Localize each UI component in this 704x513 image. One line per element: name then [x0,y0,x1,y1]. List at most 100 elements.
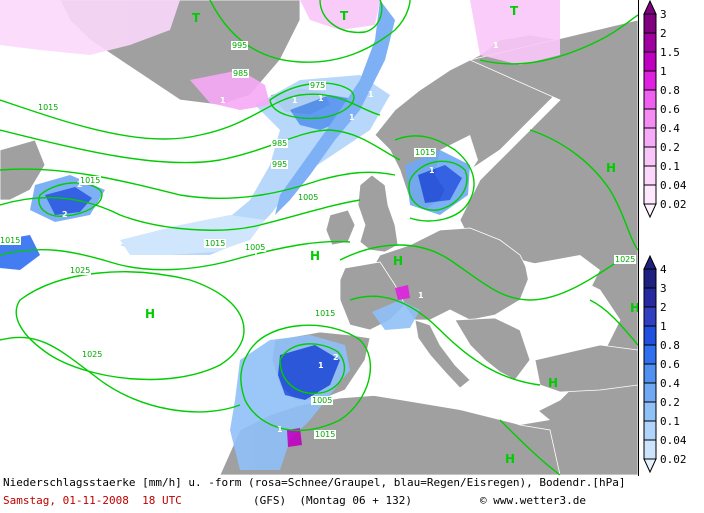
precip-mark: 1 [253,250,259,259]
land-turkey [534,344,638,393]
legend-rain-label: 1 [660,320,667,333]
isobar-line [0,129,401,164]
caption: Niederschlagsstaerke [mm/h] u. -form (ro… [0,475,638,513]
precip-mark: 1 [429,166,435,175]
legend-rain-label: 0.04 [660,434,687,447]
isobar-label-bg [314,309,336,318]
legend-snow-swatch [643,108,657,129]
precip-mark: 1 [368,90,374,99]
legend-rain-swatch [643,420,657,441]
isobar-label-bg [271,160,288,169]
isobar-line [269,82,355,120]
isobar-label: 1015 [415,148,435,157]
rain-italy [372,300,420,330]
isobar-label: 995 [232,41,247,50]
legend-rain-arrow-bottom [643,458,657,474]
isobar-label-bg [271,139,288,148]
low-pressure-center: T [192,11,201,25]
legend-snow-label: 1 [660,65,667,78]
legend-snow-swatch [643,127,657,148]
legend-rain-label: 0.2 [660,396,680,409]
legend-rain-swatch [643,439,657,460]
precip-mark: 1 [277,425,283,434]
legend-rain-swatch [643,382,657,403]
legend-snow-arrow-top [643,0,657,15]
legend-rain-label: 4 [660,263,667,276]
legend-rain-swatch [643,287,657,308]
legend-snow-swatch [643,32,657,53]
isobar-line [279,343,346,395]
precip-mark: 1 [318,94,324,103]
legend-rain-bar: 4 3 2 1 0.8 0.6 0.4 0.2 0.1 0.04 0.02 [643,254,687,474]
legend-rain-label: 2 [660,301,667,314]
caption-date: Samstag, 01-11-2008 18 UTC [3,494,182,507]
isobar-label: 1015 [205,239,225,248]
legend-rain-label: 0.02 [660,453,687,466]
rain-mid-atlantic [120,215,265,255]
legend-snow-swatch [643,165,657,186]
precip-mark: 1 [292,96,298,105]
isobar-label-bg [309,81,326,90]
high-pressure-center: H [310,249,320,263]
isobar-line [0,168,396,199]
map-canvas: 995 985 975 985 995 1005 1015 1015 1015 1005 1015 1… [0,0,638,475]
isobar-label: 1025 [82,350,102,359]
legend-snow: 3 2 1.5 1 0.8 0.6 0.4 0.2 0.1 0.04 0.02 [638,0,704,245]
isobar-line [529,129,638,251]
legend-rain-swatch [643,306,657,327]
legend-rain: 4 3 2 1 0.8 0.6 0.4 0.2 0.1 0.04 0.02 [638,254,704,495]
isobar-label-bg [314,430,336,439]
sea-black-sea [525,255,600,300]
land-italy [414,319,471,389]
isobar-line [408,160,468,211]
isobar-label: 1025 [70,266,90,275]
high-pressure-center: H [606,161,616,175]
isobar-label: 985 [233,69,248,78]
caption-description: Niederschlagsstaerke [mm/h] u. -form (ro… [3,476,626,489]
high-pressure-center: H [548,376,558,390]
caption-copyright: © www.wetter3.de [480,494,586,507]
legend-snow-swatch [643,13,657,34]
isobar-line [0,196,361,231]
isobar-label-bg [0,236,21,245]
isobar-line [0,336,241,413]
snow-greenland [190,70,270,110]
legend-rain-swatch [643,325,657,346]
isobar-line [339,244,621,301]
isobar-label-bg [69,266,91,275]
isobar-label-bg [244,243,266,252]
isobar-line [479,14,638,65]
legend-rain-label: 0.1 [660,415,680,428]
isobar-line [0,93,381,140]
isobar-label: 1015 [315,430,335,439]
precip-mark: 1 [493,41,499,50]
legend-snow-label: 0.6 [660,103,680,116]
isobar-label-bg [311,396,333,405]
legend-rain-label: 3 [660,282,667,295]
precip-mark: 1 [349,113,355,122]
isobar-label: 1005 [312,396,332,405]
legend-rain-label: 0.8 [660,339,680,352]
isobar-label: 985 [272,139,287,148]
legend-snow-label: 1.5 [660,46,680,59]
rain-band-core [290,95,360,130]
legend-snow-swatch [643,89,657,110]
isobar-line [499,419,561,475]
isobar-label-bg [81,350,103,359]
rain-areas [0,0,470,470]
legend-snow-label: 0.2 [660,141,680,154]
isobar-label: 1015 [315,309,335,318]
legend-rain-arrow-top [643,254,657,270]
legend-snow-label: 0.04 [660,179,687,192]
isobar-label-bg [414,148,436,157]
sea-mediterranean [350,370,550,425]
legend-snow-arrow-bottom [643,203,657,219]
isobar-label-bg [79,176,101,185]
isobar-label: 1015 [0,236,20,245]
legend-rain-label: 0.6 [660,358,680,371]
rain-scandinavia-core [418,165,462,203]
isobar-label: 1005 [298,193,318,202]
snow-arctic-west [0,0,180,55]
isobar-labels: 995 985 975 985 995 1005 1015 1015 1015 1005 1015 1… [0,41,636,439]
rain-front-arc [275,0,395,215]
